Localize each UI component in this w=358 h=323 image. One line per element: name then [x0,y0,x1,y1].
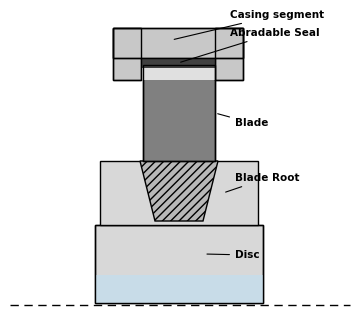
Text: Disc: Disc [207,250,260,260]
Bar [215,28,243,80]
Bar [141,58,215,68]
Bar [113,28,141,80]
Polygon shape [140,161,218,221]
Text: Casing segment: Casing segment [174,10,324,39]
Bar [141,68,215,80]
Bar [95,225,263,303]
Bar [100,161,258,225]
Bar [143,65,215,161]
Bar [95,275,263,303]
Bar [113,28,141,80]
Bar [113,28,243,58]
Bar [113,28,243,58]
Text: Blade: Blade [218,114,268,128]
Text: Abradable Seal: Abradable Seal [181,28,320,62]
Bar [95,225,263,303]
Bar [141,58,215,80]
Bar [143,65,215,161]
Bar [215,28,243,80]
Text: Blade Root: Blade Root [226,173,300,192]
